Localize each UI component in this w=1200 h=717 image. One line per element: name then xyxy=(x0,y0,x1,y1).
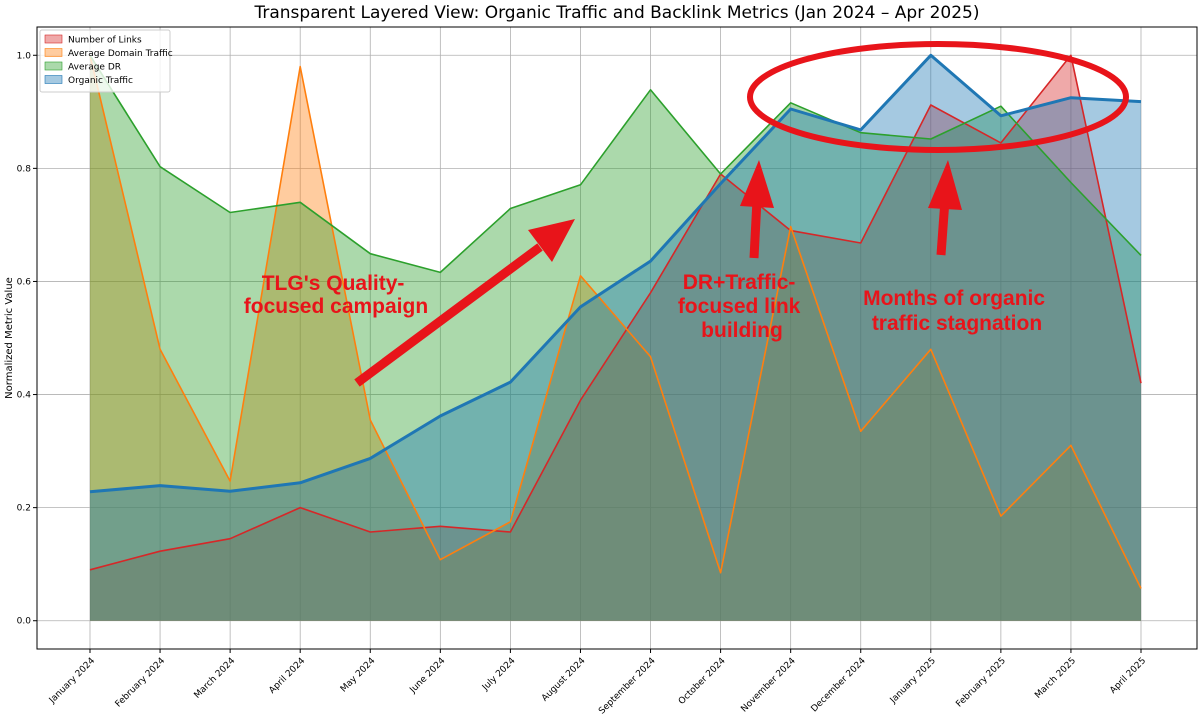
y-tick-label: 0.2 xyxy=(17,504,31,514)
legend-label: Average DR xyxy=(68,63,121,73)
legend-swatch xyxy=(44,34,63,44)
y-tick-label: 1.0 xyxy=(17,51,32,61)
area-average-dr xyxy=(90,55,1141,621)
area-average-domain-traffic xyxy=(90,55,1141,621)
line-average-dr xyxy=(89,54,1142,274)
y-axis-ticks: 0.0 0.2 0.4 0.6 0.8 1.0 xyxy=(17,51,37,627)
annotation-text-stagnation: Months of organic traffic stagnation xyxy=(863,287,1051,335)
annotation-text-campaign: TLG's Quality- focused campaign xyxy=(244,272,428,318)
annotation-arrow-campaign xyxy=(354,219,575,387)
legend-swatch xyxy=(44,48,63,57)
line-number-of-links xyxy=(89,54,1142,571)
legend: Number of Links Average Domain Traffic Ave… xyxy=(39,29,173,93)
line-organic-traffic xyxy=(89,53,1142,494)
area-organic-traffic xyxy=(90,55,1141,621)
line-average-domain-traffic xyxy=(89,55,1142,589)
y-tick-label: 0.8 xyxy=(17,164,32,174)
annotation-text-link-building: DR+Traffic- focused link building xyxy=(678,271,806,342)
annotation-arrow-stagnation xyxy=(928,160,962,256)
y-tick-label: 0.6 xyxy=(17,277,32,287)
area-number-of-links xyxy=(90,55,1141,621)
legend-swatch xyxy=(44,61,63,71)
annotation-ellipse-stagnation xyxy=(747,41,1129,153)
y-axis-label: Normalized Metric Value xyxy=(4,277,15,399)
legend-label: Organic Traffic xyxy=(68,76,133,86)
y-tick-label: 0.0 xyxy=(17,617,32,627)
plot-frame xyxy=(36,26,1198,650)
y-tick-label: 0.4 xyxy=(17,391,32,401)
series-lines xyxy=(89,53,1142,589)
series-areas xyxy=(90,55,1141,621)
legend-label: Average Domain Traffic xyxy=(68,49,173,59)
legend-box xyxy=(39,29,171,93)
grid xyxy=(37,27,1197,649)
annotation-arrow-link-building xyxy=(740,160,774,259)
annotations: TLG's Quality- focused campaign DR+Traff… xyxy=(244,41,1129,387)
legend-swatch xyxy=(44,75,63,84)
legend-label: Number of Links xyxy=(68,36,142,46)
chart-title: Transparent Layered View: Organic Traffi… xyxy=(253,3,979,23)
